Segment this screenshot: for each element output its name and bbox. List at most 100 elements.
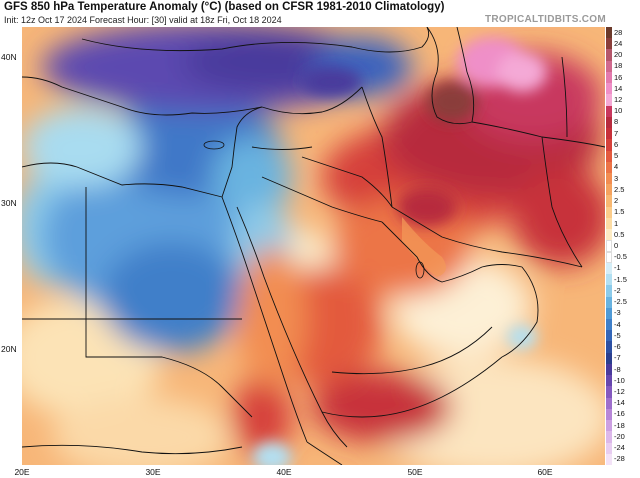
colorbar-level: 14 <box>606 83 640 95</box>
colorbar-level: 20 <box>606 49 640 61</box>
colorbar-swatch <box>606 27 612 39</box>
colorbar-level: 8 <box>606 116 640 129</box>
colorbar-label: -18 <box>614 420 625 430</box>
colorbar-label: -16 <box>614 409 625 419</box>
colorbar-swatch <box>606 453 612 465</box>
colorbar-swatch <box>606 420 612 432</box>
colorbar-swatch <box>606 274 612 286</box>
colorbar-swatch <box>606 296 612 308</box>
longitude-label: 60E <box>537 467 553 477</box>
colorbar-label: -1.5 <box>614 274 627 284</box>
colorbar-swatch <box>606 49 612 61</box>
colorbar-swatch <box>606 38 612 50</box>
colorbar-swatch <box>606 116 612 129</box>
colorbar-level: -10 <box>606 375 640 387</box>
colorbar-swatch <box>606 307 612 319</box>
anomaly-field <box>22 27 605 465</box>
anomaly-detail <box>252 37 547 465</box>
colorbar-label: -4 <box>614 319 621 329</box>
anomaly-map <box>22 27 605 465</box>
colorbar-swatch <box>606 206 612 218</box>
colorbar-label: 8 <box>614 117 619 127</box>
colorbar-label: -5 <box>614 330 621 340</box>
colorbar-swatch <box>606 184 612 196</box>
colorbar-swatch <box>606 195 612 207</box>
latitude-label: 30N <box>1 198 17 208</box>
longitude-label: 50E <box>407 467 423 477</box>
colorbar-label: -0.5 <box>614 252 627 262</box>
colorbar-level: -16 <box>606 408 640 421</box>
colorbar-swatch <box>606 285 612 297</box>
map-title: GFS 850 hPa Temperature Anomaly (°C) (ba… <box>4 1 445 13</box>
colorbar-swatch <box>606 352 612 364</box>
colorbar-swatch <box>606 375 612 387</box>
colorbar-level: -24 <box>606 442 640 454</box>
colorbar-swatch <box>606 229 612 241</box>
colorbar-label: 1 <box>614 218 619 228</box>
colorbar-level: 16 <box>606 71 640 84</box>
colorbar-level: -3 <box>606 307 640 319</box>
colorbar-label: 24 <box>614 38 623 48</box>
colorbar-level: -4 <box>606 319 640 331</box>
colorbar-level: 3 <box>606 173 640 185</box>
colorbar-label: -6 <box>614 342 621 352</box>
colorbar-label: -8 <box>614 364 621 374</box>
colorbar-swatch <box>606 330 612 342</box>
colorbar-swatch <box>606 442 612 454</box>
colorbar-swatch <box>606 105 612 117</box>
colorbar-swatch <box>606 60 612 72</box>
colorbar-label: -2 <box>614 285 621 295</box>
colorbar-label: -1 <box>614 263 621 273</box>
colorbar-level: -2 <box>606 285 640 297</box>
colorbar-level: 24 <box>606 38 640 50</box>
colorbar-swatch <box>606 161 612 173</box>
colorbar-swatch <box>606 83 612 95</box>
colorbar-label: 5 <box>614 151 619 161</box>
colorbar-level: 0.5 <box>606 229 640 241</box>
colorbar-swatch <box>606 341 612 353</box>
colorbar-label: -28 <box>614 454 625 464</box>
colorbar-swatch <box>606 71 612 84</box>
colorbar-level: 2.5 <box>606 184 640 196</box>
colorbar-swatch <box>606 408 612 421</box>
colorbar-label: 3 <box>614 173 619 183</box>
colorbar-label: -20 <box>614 431 625 441</box>
colorbar-swatch <box>606 262 612 275</box>
colorbar-label: 2.5 <box>614 184 625 194</box>
colorbar-level: 1 <box>606 217 640 230</box>
colorbar-label: 10 <box>614 106 623 116</box>
colorbar-level: -12 <box>606 386 640 398</box>
longitude-label: 30E <box>145 467 161 477</box>
colorbar-label: 0 <box>614 240 619 250</box>
colorbar-label: -2.5 <box>614 297 627 307</box>
colorbar-level: 5 <box>606 150 640 162</box>
colorbar-level: 7 <box>606 128 640 140</box>
colorbar-level: 1.5 <box>606 206 640 218</box>
latitude-label: 40N <box>1 52 17 62</box>
colorbar-level: -6 <box>606 341 640 353</box>
colorbar-swatch <box>606 128 612 140</box>
colorbar-swatch <box>606 386 612 398</box>
colorbar-level: -5 <box>606 330 640 342</box>
colorbar-level: -1.5 <box>606 274 640 286</box>
colorbar-label: 4 <box>614 162 619 172</box>
colorbar-level: 6 <box>606 139 640 151</box>
colorbar-swatch <box>606 217 612 230</box>
chart-header: GFS 850 hPa Temperature Anomaly (°C) (ba… <box>0 0 640 27</box>
colorbar-label: 14 <box>614 83 623 93</box>
colorbar-swatch <box>606 251 612 263</box>
colorbar-label: -12 <box>614 386 625 396</box>
colorbar-label: 28 <box>614 27 623 37</box>
colorbar-level: 18 <box>606 60 640 72</box>
colorbar-level: 0 <box>606 240 640 252</box>
forecast-subtitle: Init: 12z Oct 17 2024 Forecast Hour: [30… <box>4 15 282 25</box>
site-watermark: TROPICALTIDBITS.COM <box>484 14 606 25</box>
colorbar-swatch <box>606 139 612 151</box>
colorbar-level: -20 <box>606 431 640 443</box>
colorbar-level: 28 <box>606 27 640 39</box>
colorbar-level: 12 <box>606 94 640 106</box>
colorbar-level: 10 <box>606 105 640 117</box>
colorbar-swatch <box>606 431 612 443</box>
colorbar-label: 7 <box>614 128 619 138</box>
colorbar-level: 2 <box>606 195 640 207</box>
